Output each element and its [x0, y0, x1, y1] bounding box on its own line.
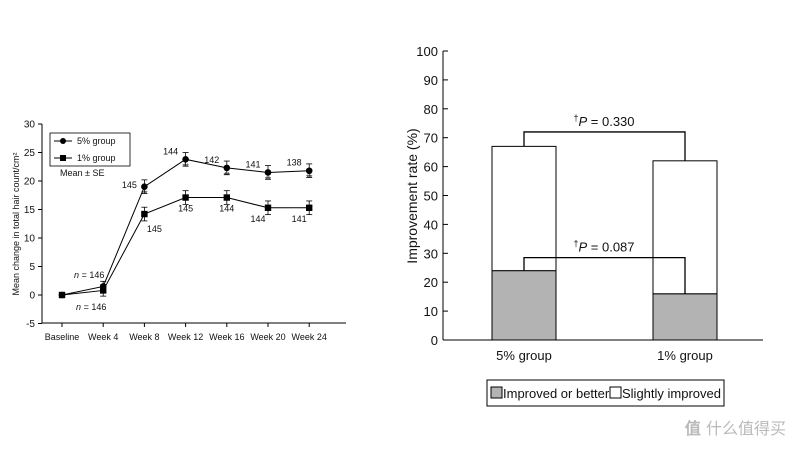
legend-note: Mean ± SE: [60, 168, 104, 178]
n-label-5pct: n = 146: [74, 270, 104, 280]
bar-y-tick-label: 10: [424, 304, 438, 319]
legend-5pct-marker: [60, 138, 66, 144]
line-y-tick-label: 20: [24, 177, 36, 188]
data-point-circle: [305, 167, 313, 175]
data-point-square: [182, 194, 189, 201]
data-point-circle: [223, 164, 231, 172]
bar-legend-box: [486, 379, 725, 407]
bar-chart-y-ticks: 0 10 20 30 40 50 60 70 80 90 100: [416, 44, 448, 348]
legend-improved-swatch: [490, 386, 503, 399]
line-x-tick-label: Week 24: [292, 332, 327, 342]
bar-y-tick-label: 70: [424, 131, 438, 146]
bar-chart-legend: Improved or better Slightly improved: [486, 379, 725, 407]
line-y-tick-label: 25: [24, 148, 36, 159]
line-y-tick-label: -5: [26, 319, 35, 330]
bar-y-tick-label: 40: [424, 217, 438, 232]
bar-y-tick-label: 60: [424, 160, 438, 175]
watermark-logo-icon: 值: [684, 419, 701, 438]
bar-segment-improved: [652, 293, 718, 341]
p-value-label: †P = 0.330: [573, 113, 634, 129]
data-point-circle: [141, 183, 148, 190]
data-point-square: [264, 204, 272, 211]
p-value-label: †P = 0.087: [573, 239, 634, 255]
legend-improved-label: Improved or better: [503, 386, 610, 401]
line-chart: -5 0 5 10 15 20 25 30 Baseline Week 4 Week 8 Week …: [11, 120, 346, 342]
bar-category-label: 5% group: [496, 348, 552, 363]
n-label-5pct: 142: [204, 155, 219, 165]
bar-segment-improved: [491, 270, 557, 341]
line-y-tick-label: 10: [24, 234, 36, 245]
line-x-tick-label: Week 8: [129, 332, 159, 342]
significance-bracket: [523, 256, 686, 294]
n-label-1pct: 145: [178, 204, 193, 214]
watermark-text: 什么值得买: [705, 419, 786, 438]
line-y-tick-label: 0: [29, 291, 35, 302]
line-chart-legend: 5% group 1% group: [49, 132, 131, 167]
significance-marker: **: [265, 175, 271, 184]
line-x-tick-label: Week 12: [168, 332, 203, 342]
stacked-bar-chart: 0 10 20 30 40 50 60 70 80 90 100 Improvement rate …: [404, 44, 763, 407]
data-point-square: [306, 204, 313, 211]
data-point-square: [141, 210, 148, 218]
data-point-square: [58, 291, 66, 299]
legend-slightly-swatch: [609, 386, 622, 399]
line-x-tick-label: Week 16: [209, 332, 244, 342]
n-label-5pct: 144: [163, 146, 178, 156]
significance-marker: **: [306, 174, 312, 183]
bar-y-tick-label: 50: [424, 189, 438, 204]
n-label-1pct: 145: [147, 224, 162, 234]
line-y-tick-label: 5: [29, 262, 35, 273]
line-x-tick-label: Baseline: [45, 332, 80, 342]
line-x-tick-label: Week 4: [88, 332, 118, 342]
line-chart-y-label: Mean change in total hair count/cm²: [11, 152, 21, 295]
line-chart-series: n = 146 145 144 142 141 138 ** ** ** ** ** n = 146 1…: [58, 146, 313, 312]
significance-marker: **: [141, 190, 147, 199]
data-point-square: [100, 287, 107, 294]
bar-y-tick-label: 80: [424, 102, 438, 117]
significance-marker: **: [224, 171, 230, 180]
legend-slightly-label: Slightly improved: [622, 386, 721, 401]
line-y-tick-label: 15: [24, 205, 36, 216]
n-label-1pct: 141: [292, 214, 307, 224]
bar-y-tick-label: 30: [424, 246, 438, 261]
watermark: 值 什么值得买: [685, 415, 786, 439]
n-label-5pct: 145: [122, 180, 137, 190]
bar-y-tick-label: 90: [424, 73, 438, 88]
line-y-tick-label: 30: [24, 120, 36, 131]
line-x-tick-label: Week 20: [250, 332, 285, 342]
bar-category-label: 1% group: [657, 348, 713, 363]
line-chart-y-ticks: -5 0 5 10 15 20 25 30: [24, 120, 42, 330]
bar-chart-y-label: Improvement rate (%): [404, 128, 420, 263]
n-label-1pct: 144: [219, 204, 234, 214]
bar-chart-annotations: †P = 0.330 †P = 0.087: [523, 113, 686, 294]
n-label-1pct: 144: [250, 214, 265, 224]
data-point-square: [223, 194, 230, 201]
significance-marker: **: [182, 162, 188, 171]
bar-chart-categories: 5% group 1% group: [496, 348, 713, 363]
bar-y-tick-label: 100: [416, 44, 438, 59]
bar-y-tick-label: 20: [424, 275, 438, 290]
significance-bracket: [523, 131, 686, 161]
line-chart-x-ticks: Baseline Week 4 Week 8 Week 12 Week 16 Week 2…: [45, 323, 327, 342]
data-point-circle: [182, 156, 189, 163]
legend-1pct-label: 1% group: [77, 153, 116, 163]
n-label-1pct: n = 146: [76, 302, 106, 312]
bar-segment-slightly-improved: [491, 145, 557, 272]
n-label-5pct: 141: [245, 159, 260, 169]
legend-5pct-label: 5% group: [77, 136, 116, 146]
bar-y-tick-label: 0: [431, 333, 438, 348]
n-label-5pct: 138: [287, 158, 302, 168]
data-point-circle: [264, 169, 272, 176]
legend-1pct-marker: [60, 155, 66, 161]
